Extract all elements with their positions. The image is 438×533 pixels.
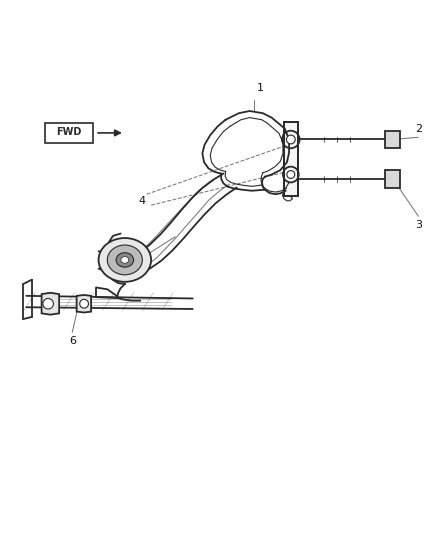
FancyBboxPatch shape [45, 123, 93, 142]
FancyBboxPatch shape [385, 170, 400, 188]
Polygon shape [284, 122, 298, 197]
Ellipse shape [121, 257, 129, 263]
Circle shape [286, 135, 295, 144]
Text: FWD: FWD [57, 127, 81, 138]
Text: 5: 5 [104, 264, 111, 273]
Circle shape [43, 298, 53, 309]
Ellipse shape [99, 238, 151, 282]
Polygon shape [77, 295, 91, 312]
Ellipse shape [116, 253, 134, 267]
Text: 2: 2 [415, 124, 422, 134]
Text: 6: 6 [69, 336, 76, 346]
Text: 1: 1 [257, 84, 264, 93]
FancyBboxPatch shape [385, 131, 400, 148]
Ellipse shape [107, 245, 142, 275]
Polygon shape [42, 293, 59, 314]
Circle shape [80, 300, 88, 308]
Text: 4: 4 [139, 196, 146, 206]
Circle shape [287, 171, 295, 179]
Text: 3: 3 [415, 220, 422, 230]
